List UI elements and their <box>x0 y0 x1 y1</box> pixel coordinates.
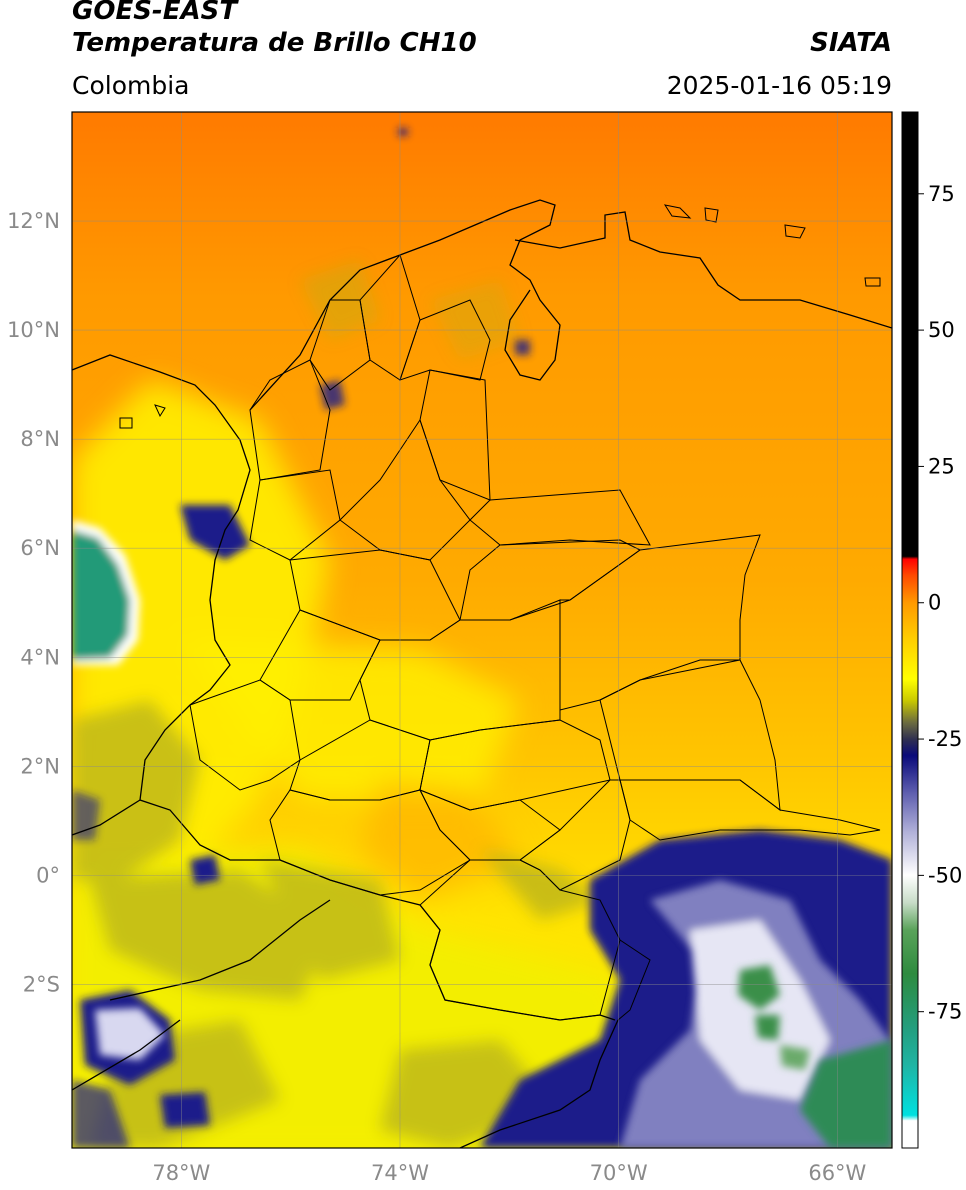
colorbar-tick-label: -75 <box>928 1000 962 1024</box>
lat-tick-label: 10°N <box>7 318 60 342</box>
lon-tick-label: 78°W <box>152 1161 210 1185</box>
lat-tick-label: 0° <box>36 863 60 887</box>
colorbar-tick-label: -50 <box>928 863 962 887</box>
brand-label: SIATA <box>810 28 892 58</box>
lat-tick-label: 2°N <box>20 754 60 778</box>
colorbar-tick-label: 0 <box>928 591 941 615</box>
lat-tick-label: 8°N <box>20 427 60 451</box>
region-label: Colombia <box>72 71 190 100</box>
colorbar-tick-label: 25 <box>928 454 955 478</box>
lat-tick-label: 2°S <box>23 972 60 996</box>
colorbar-tick-label: -25 <box>928 727 962 751</box>
lat-tick-label: 4°N <box>20 645 60 669</box>
lat-tick-label: 12°N <box>7 209 60 233</box>
latitude-labels: 12°N 10°N 8°N 6°N 4°N 2°N 0° 2°S <box>7 209 60 996</box>
satellite-image <box>72 112 892 1148</box>
lat-tick-label: 6°N <box>20 536 60 560</box>
gridlines <box>72 112 892 1148</box>
colorbar-tick-label: 75 <box>928 182 955 206</box>
lon-tick-label: 66°W <box>808 1161 866 1185</box>
lon-tick-label: 74°W <box>371 1161 429 1185</box>
satellite-title: GOES-EAST <box>72 0 238 26</box>
colorbar-ticks: 75 50 25 0 -25 -50 -75 <box>918 182 962 1024</box>
longitude-labels: 78°W 74°W 70°W 66°W <box>152 1161 866 1185</box>
datetime-label: 2025-01-16 05:19 <box>666 71 892 100</box>
lon-tick-label: 70°W <box>590 1161 648 1185</box>
colorbar-tick-label: 50 <box>928 318 955 342</box>
map-frame <box>71 111 893 1149</box>
product-title: Temperatura de Brillo CH10 <box>72 28 477 58</box>
colorbar <box>901 111 919 1149</box>
